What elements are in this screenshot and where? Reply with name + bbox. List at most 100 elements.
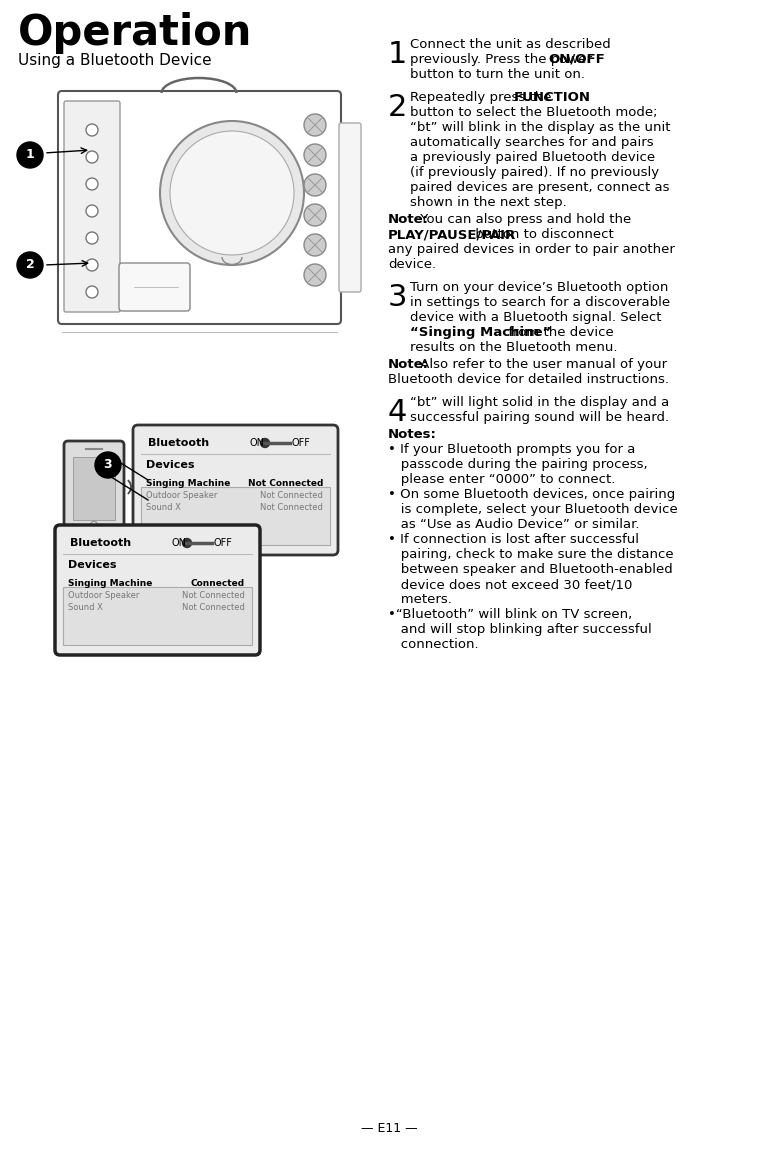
Text: Bluetooth: Bluetooth: [70, 538, 131, 548]
Text: Connected: Connected: [191, 579, 245, 588]
Circle shape: [86, 259, 98, 271]
Text: Outdoor Speaker: Outdoor Speaker: [146, 491, 217, 500]
Circle shape: [95, 452, 121, 478]
Text: You can also press and hold the: You can also press and hold the: [415, 213, 631, 226]
Text: •“Bluetooth” will blink on TV screen,: •“Bluetooth” will blink on TV screen,: [388, 608, 633, 621]
Text: device with a Bluetooth signal. Select: device with a Bluetooth signal. Select: [410, 311, 661, 324]
Text: previously. Press the power: previously. Press the power: [410, 53, 596, 66]
Text: automatically searches for and pairs: automatically searches for and pairs: [410, 136, 654, 148]
Circle shape: [86, 205, 98, 217]
Text: passcode during the pairing process,: passcode during the pairing process,: [388, 458, 647, 471]
Circle shape: [86, 151, 98, 164]
Text: shown in the next step.: shown in the next step.: [410, 196, 567, 209]
Text: • If connection is lost after successful: • If connection is lost after successful: [388, 532, 639, 546]
Text: 2: 2: [388, 93, 407, 122]
Text: Note:: Note:: [388, 213, 429, 226]
Circle shape: [86, 232, 98, 244]
Circle shape: [86, 287, 98, 298]
Text: OFF: OFF: [292, 438, 311, 448]
Text: from the device: from the device: [504, 326, 613, 339]
Text: Connect the unit as described: Connect the unit as described: [410, 38, 611, 51]
Text: results on the Bluetooth menu.: results on the Bluetooth menu.: [410, 341, 618, 354]
Text: 3: 3: [104, 458, 112, 471]
Text: meters.: meters.: [388, 593, 452, 606]
FancyBboxPatch shape: [64, 101, 120, 312]
Text: a previously paired Bluetooth device: a previously paired Bluetooth device: [410, 151, 655, 164]
Text: Notes:: Notes:: [388, 428, 437, 441]
Circle shape: [86, 124, 98, 136]
Text: is complete, select your Bluetooth device: is complete, select your Bluetooth devic…: [388, 503, 678, 516]
Circle shape: [182, 538, 192, 548]
Text: Repeatedly press the: Repeatedly press the: [410, 90, 555, 104]
Text: 2: 2: [26, 259, 34, 271]
Circle shape: [86, 177, 98, 190]
Text: Not Connected: Not Connected: [260, 491, 323, 500]
Circle shape: [17, 142, 43, 168]
Text: Also refer to the user manual of your: Also refer to the user manual of your: [415, 358, 667, 371]
Circle shape: [90, 522, 97, 529]
Circle shape: [304, 114, 326, 136]
Text: Singing Machine: Singing Machine: [68, 579, 153, 588]
Circle shape: [170, 131, 294, 255]
Text: Using a Bluetooth Device: Using a Bluetooth Device: [18, 53, 212, 68]
Circle shape: [160, 121, 304, 264]
FancyBboxPatch shape: [55, 525, 260, 655]
FancyBboxPatch shape: [73, 457, 115, 520]
Text: Devices: Devices: [146, 461, 195, 470]
Text: pairing, check to make sure the distance: pairing, check to make sure the distance: [388, 548, 674, 561]
Circle shape: [304, 144, 326, 166]
Circle shape: [304, 174, 326, 196]
Circle shape: [304, 234, 326, 256]
FancyBboxPatch shape: [133, 425, 338, 554]
Text: any paired devices in order to pair another: any paired devices in order to pair anot…: [388, 242, 675, 256]
Text: as “Use as Audio Device” or similar.: as “Use as Audio Device” or similar.: [388, 519, 640, 531]
Circle shape: [17, 252, 43, 278]
Text: Operation: Operation: [18, 12, 252, 55]
Text: button to select the Bluetooth mode;: button to select the Bluetooth mode;: [410, 106, 657, 119]
FancyBboxPatch shape: [64, 441, 124, 534]
Text: “bt” will light solid in the display and a: “bt” will light solid in the display and…: [410, 396, 669, 409]
Text: “bt” will blink in the display as the unit: “bt” will blink in the display as the un…: [410, 121, 671, 135]
Text: • On some Bluetooth devices, once pairing: • On some Bluetooth devices, once pairin…: [388, 488, 675, 501]
Text: connection.: connection.: [388, 638, 478, 651]
Text: FUNCTION: FUNCTION: [513, 90, 590, 104]
Text: 3: 3: [388, 283, 407, 312]
Text: button to turn the unit on.: button to turn the unit on.: [410, 68, 585, 81]
Text: Not Connected: Not Connected: [182, 590, 245, 600]
Text: ON: ON: [250, 438, 265, 448]
Text: (if previously paired). If no previously: (if previously paired). If no previously: [410, 166, 659, 179]
Text: Turn on your device’s Bluetooth option: Turn on your device’s Bluetooth option: [410, 281, 668, 293]
Text: 1: 1: [388, 39, 407, 68]
Text: Sound X: Sound X: [68, 603, 103, 612]
Text: Not Connected: Not Connected: [182, 603, 245, 612]
Text: Sound X: Sound X: [146, 503, 181, 512]
Text: • If your Bluetooth prompts you for a: • If your Bluetooth prompts you for a: [388, 443, 636, 456]
Text: and will stop blinking after successful: and will stop blinking after successful: [388, 623, 652, 636]
Text: ON: ON: [172, 538, 187, 548]
Text: paired devices are present, connect as: paired devices are present, connect as: [410, 181, 669, 194]
Text: device does not exceed 30 feet/10: device does not exceed 30 feet/10: [388, 578, 633, 590]
Text: “Singing Machine”: “Singing Machine”: [410, 326, 552, 339]
Text: please enter “0000” to connect.: please enter “0000” to connect.: [388, 473, 615, 486]
Text: between speaker and Bluetooth-enabled: between speaker and Bluetooth-enabled: [388, 563, 673, 577]
Text: Not Connected: Not Connected: [260, 503, 323, 512]
Text: PLAY/PAUSE/PAIR: PLAY/PAUSE/PAIR: [388, 229, 516, 241]
Text: in settings to search for a discoverable: in settings to search for a discoverable: [410, 296, 670, 309]
FancyBboxPatch shape: [58, 90, 341, 324]
Text: Outdoor Speaker: Outdoor Speaker: [68, 590, 139, 600]
Text: Not Connected: Not Connected: [248, 479, 323, 488]
Text: button to disconnect: button to disconnect: [471, 229, 613, 241]
Text: ON/OFF: ON/OFF: [548, 53, 605, 66]
Text: 1: 1: [26, 148, 34, 161]
Text: Singing Machine: Singing Machine: [146, 479, 231, 488]
FancyBboxPatch shape: [63, 587, 252, 645]
Text: Bluetooth device for detailed instructions.: Bluetooth device for detailed instructio…: [388, 374, 669, 386]
Circle shape: [304, 204, 326, 226]
Text: Note:: Note:: [388, 358, 429, 371]
Circle shape: [304, 264, 326, 287]
Text: Bluetooth: Bluetooth: [148, 438, 209, 448]
Text: OFF: OFF: [214, 538, 233, 548]
Text: successful pairing sound will be heard.: successful pairing sound will be heard.: [410, 411, 669, 425]
FancyBboxPatch shape: [339, 123, 361, 292]
FancyBboxPatch shape: [119, 263, 190, 311]
